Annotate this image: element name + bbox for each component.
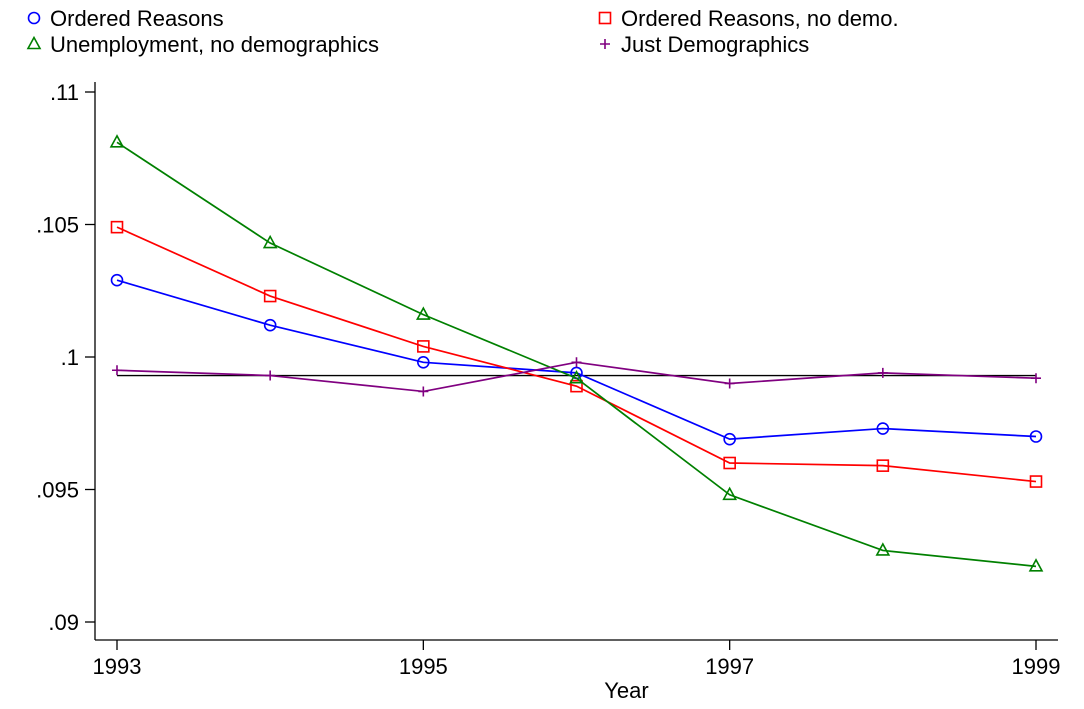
data-point [110, 273, 124, 287]
y-tick-label: .1 [61, 345, 79, 370]
x-tick-label: 1999 [1012, 654, 1061, 679]
y-tick-label: .11 [50, 80, 79, 105]
x-tick-label: 1997 [705, 654, 754, 679]
legend-item: Ordered Reasons [27, 6, 224, 31]
y-tick-label: .095 [36, 478, 79, 503]
x-tick-label: 1995 [399, 654, 448, 679]
data-point [877, 367, 888, 378]
data-point [722, 486, 738, 501]
data-point [1029, 475, 1043, 488]
data-point [724, 378, 735, 389]
series-line-1 [116, 226, 1037, 483]
data-point [876, 422, 890, 435]
data-point [569, 370, 584, 384]
data-point [723, 456, 736, 470]
legend-marker [27, 11, 41, 25]
data-point [110, 220, 124, 234]
legend-marker [598, 11, 612, 25]
data-point [418, 386, 429, 397]
legend-label: Ordered Reasons, no demo. [621, 6, 899, 31]
data-point [417, 340, 430, 353]
legend-item: Unemployment, no demographics [26, 32, 379, 57]
data-point [263, 318, 277, 332]
data-point [876, 459, 890, 472]
data-point [262, 234, 278, 249]
data-point [571, 357, 582, 368]
data-point [570, 379, 583, 393]
legend: Ordered Reasons Ordered Reasons, no demo.… [26, 6, 899, 57]
data-point [263, 289, 277, 303]
legend-marker [26, 35, 42, 50]
data-point [265, 370, 276, 381]
legend-marker [600, 39, 610, 49]
axes: .09 .095 .1 .105 .11 1993 1995 1997 1999 Year [36, 80, 1060, 703]
legend-item: Just Demographics [600, 32, 809, 57]
data-point [1028, 558, 1044, 572]
data-point [415, 306, 431, 320]
data-point [112, 365, 122, 376]
data-point [723, 432, 736, 446]
y-tick-label: .105 [36, 213, 79, 238]
plot-area [109, 134, 1044, 572]
data-point [109, 134, 125, 148]
x-axis-title: Year [604, 678, 648, 703]
y-tick-label: .09 [48, 610, 79, 635]
x-tick-label: 1993 [93, 654, 142, 679]
data-point [1031, 373, 1041, 384]
legend-label: Unemployment, no demographics [50, 32, 379, 57]
legend-label: Just Demographics [621, 32, 809, 57]
data-point [875, 542, 891, 556]
legend-label: Ordered Reasons [50, 6, 224, 31]
legend-item: Ordered Reasons, no demo. [598, 6, 899, 31]
series-line-2 [116, 141, 1037, 568]
data-point [417, 355, 430, 369]
data-point [1029, 430, 1043, 443]
